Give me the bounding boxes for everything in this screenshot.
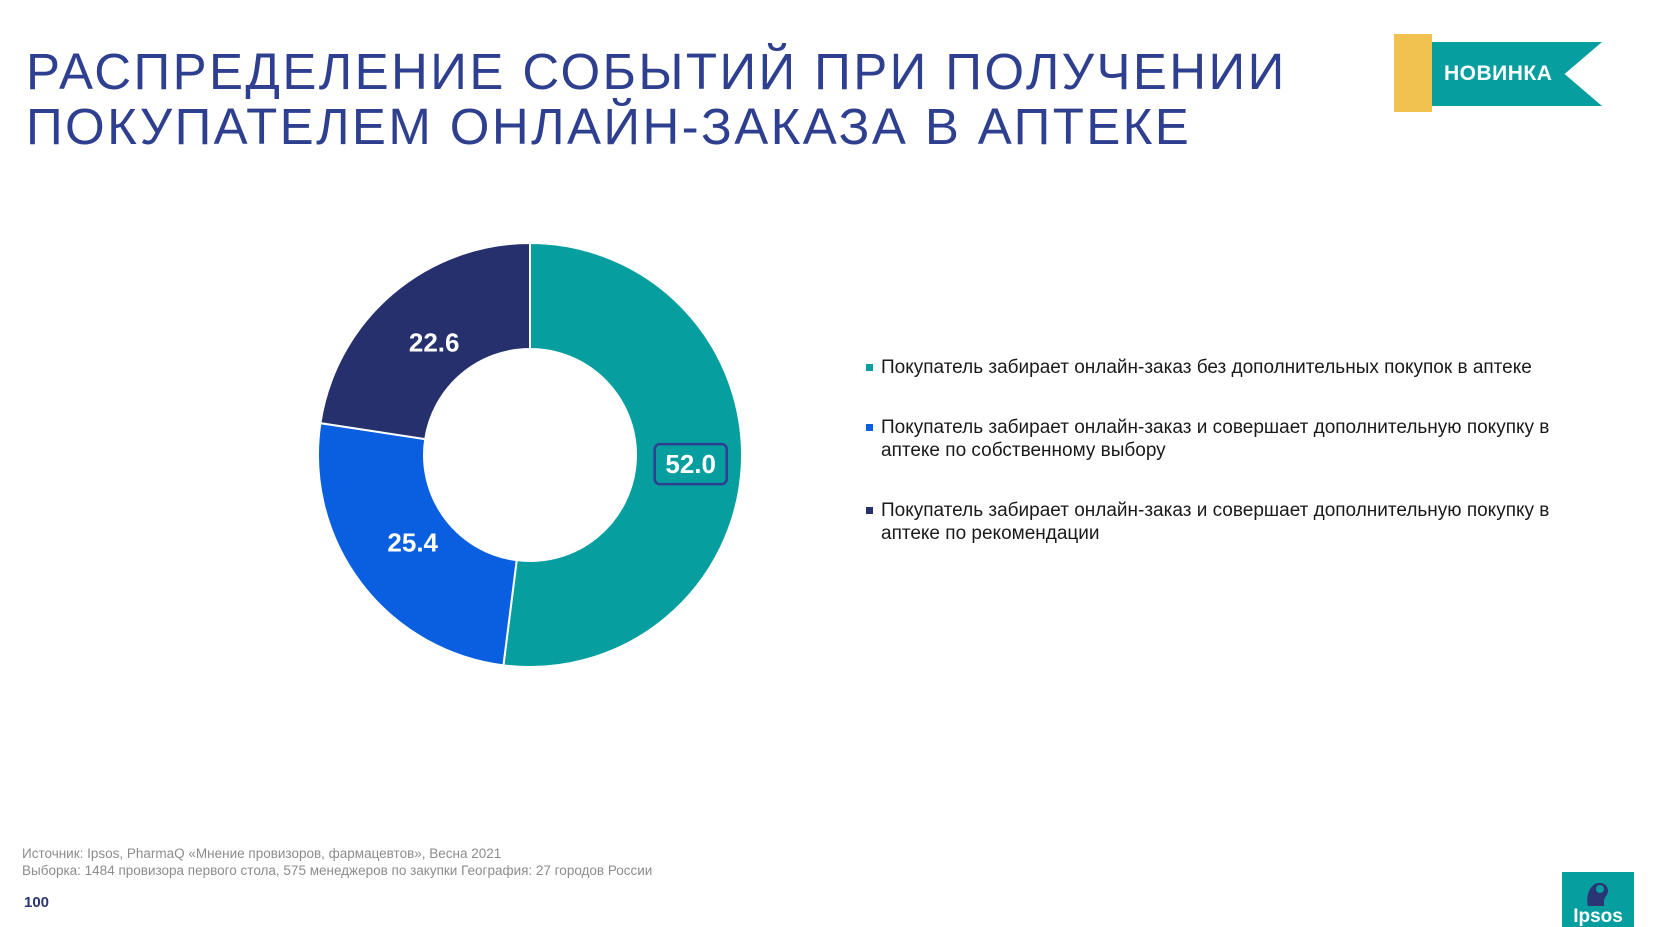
ipsos-logo: Ipsos	[1562, 872, 1634, 927]
legend-item: Покупатель забирает онлайн-заказ и совер…	[866, 416, 1606, 462]
badge-label: НОВИНКА	[1444, 62, 1553, 85]
badge-gold-stripe	[1394, 34, 1432, 112]
highlight-box	[653, 442, 728, 486]
legend-label: Покупатель забирает онлайн-заказ и совер…	[881, 417, 1550, 461]
data-label-3: 22.6	[409, 327, 460, 357]
chart-legend: Покупатель забирает онлайн-заказ без доп…	[866, 356, 1606, 545]
donut-labels: 52.0 25.4 22.6	[387, 327, 728, 558]
donut-chart: 52.0 25.4 22.6	[317, 241, 743, 668]
legend-swatch	[866, 507, 873, 514]
title-line-2: ПОКУПАТЕЛЕМ ОНЛАЙН-ЗАКАЗА В АПТЕКЕ	[26, 98, 1192, 155]
legend-label: Покупатель забирает онлайн-заказ без доп…	[881, 357, 1532, 378]
title-line-1: РАСПРЕДЕЛЕНИЕ СОБЫТИЙ ПРИ ПОЛУЧЕНИИ	[26, 43, 1287, 100]
data-label-2: 25.4	[387, 528, 438, 558]
new-badge: НОВИНКА	[1394, 34, 1604, 114]
source-note: Источник: Ipsos, PharmaQ «Мнение провизо…	[22, 845, 652, 879]
logo-silhouette-icon	[1587, 882, 1608, 906]
donut-slices	[317, 241, 743, 668]
legend-swatch	[866, 364, 873, 371]
page-number: 100	[24, 894, 50, 911]
logo-wordmark: Ipsos	[1573, 906, 1623, 927]
data-label-1: 52.0	[665, 449, 716, 479]
legend-label: Покупатель забирает онлайн-заказ и совер…	[881, 500, 1550, 544]
legend-item: Покупатель забирает онлайн-заказ и совер…	[866, 499, 1606, 545]
donut-slice-2	[317, 422, 518, 667]
legend-swatch	[866, 424, 873, 431]
donut-slice-1	[502, 241, 743, 668]
page-title: РАСПРЕДЕЛЕНИЕ СОБЫТИЙ ПРИ ПОЛУЧЕНИИ ПОКУ…	[26, 44, 1296, 154]
source-line: Источник: Ipsos, PharmaQ «Мнение провизо…	[22, 846, 502, 861]
legend-item: Покупатель забирает онлайн-заказ без доп…	[866, 356, 1606, 379]
donut-slice-3	[319, 241, 531, 441]
sample-line: Выборка: 1484 провизора первого стола, 5…	[22, 863, 653, 878]
